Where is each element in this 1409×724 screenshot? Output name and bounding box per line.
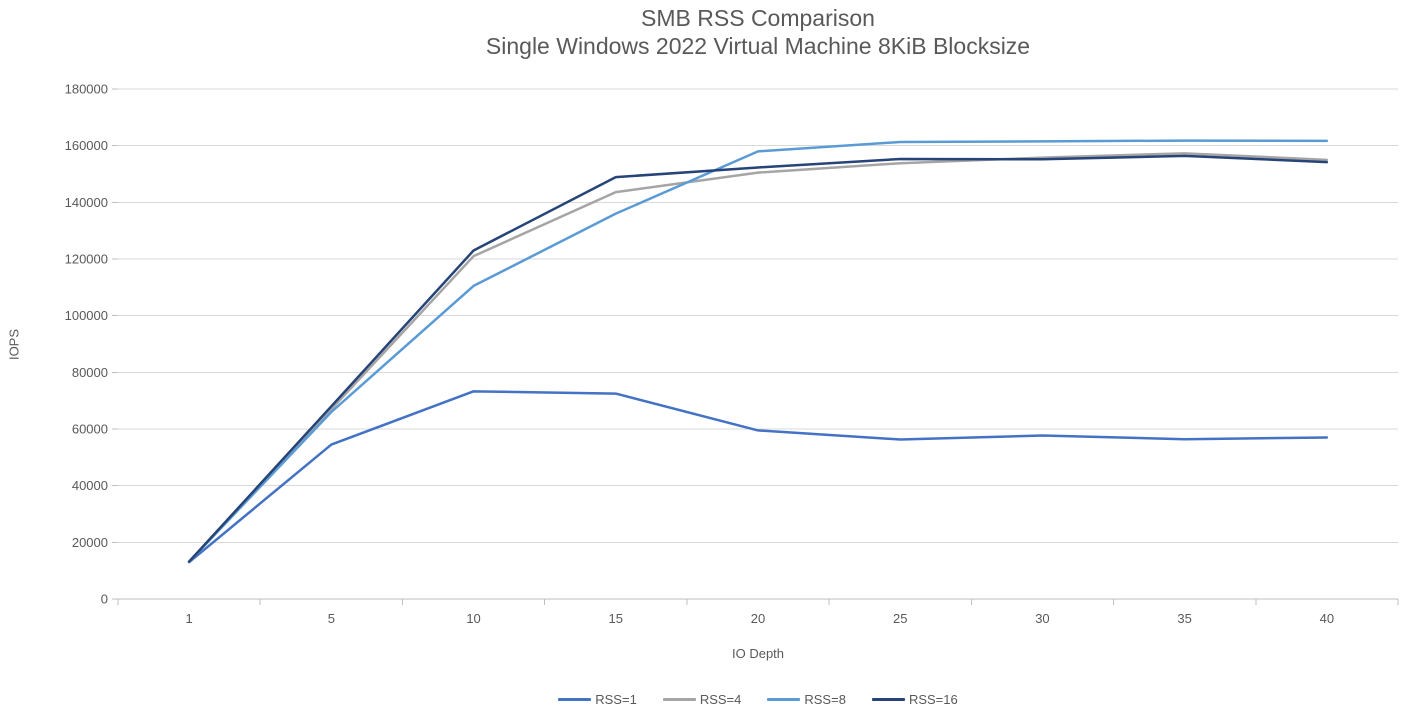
y-tick-label: 100000 xyxy=(65,308,108,323)
x-tick-label: 1 xyxy=(185,611,192,626)
x-tick-label: 20 xyxy=(751,611,765,626)
series-line-rss-4 xyxy=(187,152,1329,564)
y-tick-label: 20000 xyxy=(72,535,108,550)
y-tick-label: 160000 xyxy=(65,138,108,153)
y-tick-label: 60000 xyxy=(72,422,108,437)
y-tick-label: 180000 xyxy=(65,82,108,97)
x-tick-label: 40 xyxy=(1320,611,1334,626)
chart-subtitle: Single Windows 2022 Virtual Machine 8KiB… xyxy=(485,33,1031,60)
x-tick-label: 15 xyxy=(609,611,623,626)
x-axis-title: IO Depth xyxy=(731,646,785,661)
legend-label-rss-8: RSS=8 xyxy=(804,692,846,707)
x-tick-label: 35 xyxy=(1177,611,1191,626)
y-tick-label: 120000 xyxy=(65,252,108,267)
y-tick-label: 40000 xyxy=(72,478,108,493)
legend-swatch-rss-8 xyxy=(767,697,801,702)
x-tick-label: 30 xyxy=(1035,611,1049,626)
legend-label-rss-16: RSS=16 xyxy=(908,692,958,707)
x-tick-label: 5 xyxy=(328,611,335,626)
legend-item-rss-8: RSS=8 xyxy=(767,692,846,707)
series-line-rss-16 xyxy=(187,154,1329,563)
series-line-rss-8 xyxy=(187,139,1329,563)
legend: RSS=1 RSS=4 RSS=8 RSS=16 xyxy=(118,692,1398,707)
chart-title: SMB RSS Comparison xyxy=(641,5,875,31)
legend-swatch-rss-16 xyxy=(871,697,905,702)
y-tick-label: 140000 xyxy=(65,195,108,210)
legend-item-rss-1: RSS=1 xyxy=(558,692,637,707)
legend-label-rss-1: RSS=1 xyxy=(595,692,637,707)
legend-item-rss-16: RSS=16 xyxy=(871,692,958,707)
legend-swatch-rss-4 xyxy=(662,697,696,702)
x-tick-label: 10 xyxy=(466,611,480,626)
legend-item-rss-4: RSS=4 xyxy=(662,692,742,707)
y-axis-title: IOPS xyxy=(6,328,22,361)
legend-swatch-rss-1 xyxy=(558,697,592,702)
x-tick-label: 25 xyxy=(893,611,907,626)
chart-title-block: SMB RSS Comparison Single Windows 2022 V… xyxy=(118,4,1398,60)
series-line-rss-1 xyxy=(187,390,1329,564)
legend-label-rss-4: RSS=4 xyxy=(699,692,742,707)
y-tick-label: 80000 xyxy=(72,365,108,380)
y-tick-label: 0 xyxy=(101,592,108,607)
